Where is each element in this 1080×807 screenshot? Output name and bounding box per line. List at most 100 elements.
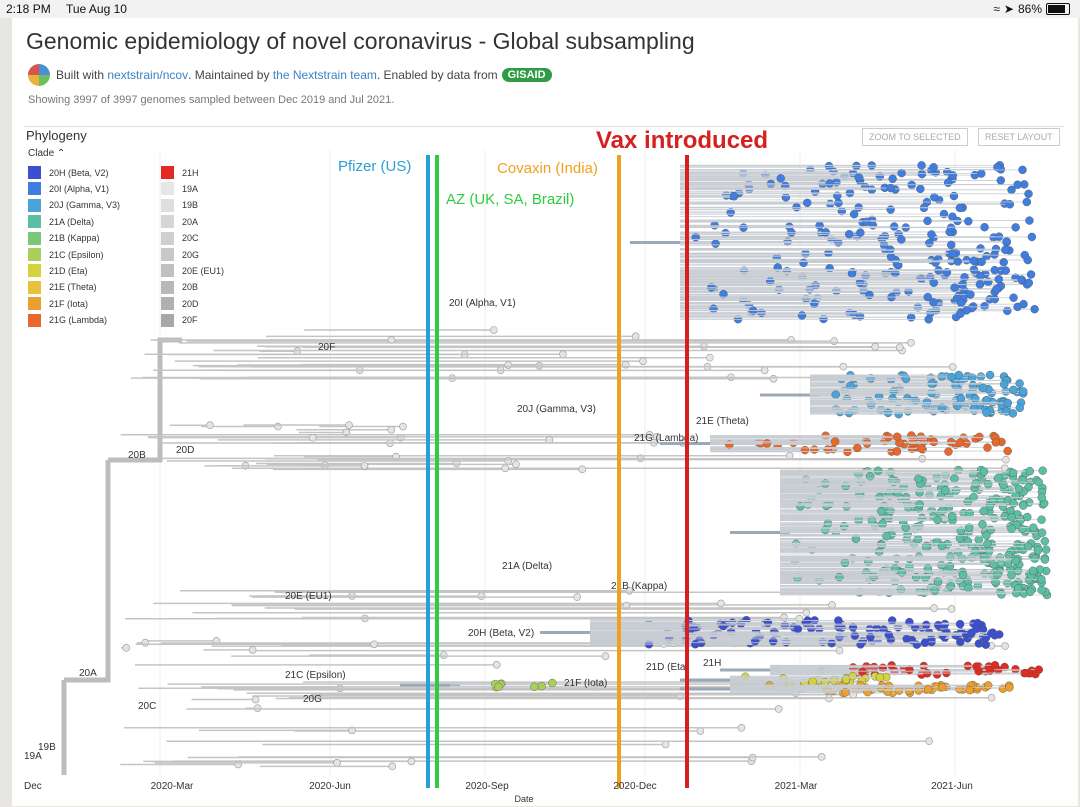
tip-node: [853, 443, 862, 453]
legend-label: 20C: [182, 233, 199, 244]
legend-label: 21H: [182, 167, 199, 178]
tip-node: [1003, 446, 1012, 456]
tip-node: [895, 343, 904, 352]
tip-node: [985, 666, 995, 675]
tip-node: [830, 437, 840, 446]
covaxin-annotation: Covaxin (India): [497, 160, 598, 177]
legend-item[interactable]: 20E (EU1): [161, 264, 224, 278]
phylogeny-panel: [24, 126, 1064, 807]
legend-item[interactable]: 20J (Gamma, V3): [28, 198, 120, 212]
tip-node: [944, 447, 953, 456]
tip-node: [274, 422, 282, 431]
legend-item[interactable]: 21C (Epsilon): [28, 248, 104, 261]
battery-percent: 86%: [1017, 2, 1042, 16]
legend-item[interactable]: 20A: [161, 215, 198, 229]
tip-node: [766, 276, 775, 286]
legend-item[interactable]: 21E (Theta): [28, 280, 97, 294]
tip-node: [962, 255, 971, 265]
tip-node: [947, 372, 956, 382]
tip-node: [977, 257, 986, 267]
tip-node: [931, 258, 940, 267]
team-link[interactable]: the Nextstrain team: [272, 68, 377, 82]
tree-clade-label: 20F: [318, 342, 335, 353]
tip-node: [917, 161, 926, 170]
tip-node: [948, 512, 957, 521]
tip-node: [948, 363, 957, 371]
tip-node: [991, 244, 1001, 254]
tip-node: [969, 256, 978, 266]
tip-node: [1017, 275, 1026, 284]
tip-node: [645, 430, 654, 439]
legend-item[interactable]: 20I (Alpha, V1): [28, 182, 109, 196]
tip-node: [841, 688, 850, 697]
legend-item[interactable]: 20F: [161, 313, 198, 327]
tip-node: [955, 438, 965, 447]
tip-node: [999, 380, 1009, 389]
tip-node: [1019, 501, 1028, 510]
legend-item[interactable]: 20H (Beta, V2): [28, 166, 109, 179]
ncov-link[interactable]: nextstrain/ncov: [107, 68, 189, 82]
legend-label: 19A: [182, 183, 199, 194]
tip-node: [1037, 575, 1046, 584]
tip-node: [817, 753, 826, 761]
legend-swatch: [28, 231, 41, 245]
legend-swatch: [28, 182, 41, 196]
tip-node: [907, 339, 915, 347]
legend-label: 19B: [182, 200, 199, 211]
tip-node: [950, 474, 959, 483]
tip-node: [865, 290, 874, 300]
tip-node: [956, 309, 965, 319]
tip-node: [964, 217, 973, 226]
reset-layout-button[interactable]: RESET LAYOUT: [978, 128, 1060, 146]
legend-item[interactable]: 21A (Delta): [28, 215, 94, 229]
zoom-to-selected-button[interactable]: ZOOM TO SELECTED: [862, 128, 968, 146]
tip-node: [939, 209, 949, 219]
tip-node: [955, 684, 964, 694]
legend-item[interactable]: 21G (Lambda): [28, 313, 107, 327]
legend-item[interactable]: 21D (Eta): [28, 264, 88, 278]
tip-node: [792, 202, 801, 212]
legend-swatch: [28, 297, 41, 311]
tip-node: [824, 161, 834, 171]
legend-item[interactable]: 20B: [161, 280, 198, 294]
tip-node: [769, 374, 778, 383]
tip-node: [969, 492, 978, 502]
legend-swatch: [28, 280, 41, 294]
legend-item[interactable]: 20D: [161, 297, 199, 311]
tree-clade-label: 21B (Kappa): [611, 581, 667, 592]
tip-node: [477, 592, 486, 600]
legend-item[interactable]: 19B: [161, 198, 199, 212]
tip-node: [993, 163, 1002, 172]
legend-item[interactable]: 19A: [161, 182, 199, 196]
tip-node: [985, 370, 995, 380]
tip-node: [1013, 180, 1022, 189]
tip-node: [996, 176, 1005, 185]
enabled-text: . Enabled by data from: [376, 68, 498, 82]
tip-node: [999, 258, 1008, 267]
tip-node: [831, 390, 840, 399]
tip-node: [955, 619, 965, 629]
tip-node: [729, 192, 739, 201]
gisaid-logo[interactable]: GISAID: [501, 68, 552, 82]
legend-swatch: [161, 231, 174, 245]
location-icon: ➤: [1003, 2, 1014, 16]
tree-clade-label: 20J (Gamma, V3): [517, 404, 596, 415]
legend-item[interactable]: 21B (Kappa): [28, 231, 100, 245]
tip-node: [1023, 512, 1032, 522]
legend-swatch: [28, 166, 41, 179]
tip-node: [803, 198, 812, 208]
tip-node: [840, 558, 850, 568]
legend-item[interactable]: 21H: [161, 166, 199, 179]
legend-item[interactable]: 21F (Iota): [28, 297, 88, 311]
legend-swatch: [161, 215, 174, 229]
tip-node: [1001, 245, 1010, 255]
clade-toggle[interactable]: Clade ⌃: [28, 148, 65, 159]
tip-node: [949, 191, 959, 201]
tip-node: [856, 228, 865, 237]
tip-node: [122, 644, 131, 652]
tip-node: [1020, 250, 1029, 260]
legend-item[interactable]: 20G: [161, 248, 199, 261]
legend-item[interactable]: 20C: [161, 231, 199, 245]
legend-swatch: [28, 215, 41, 229]
tip-node: [846, 381, 855, 391]
